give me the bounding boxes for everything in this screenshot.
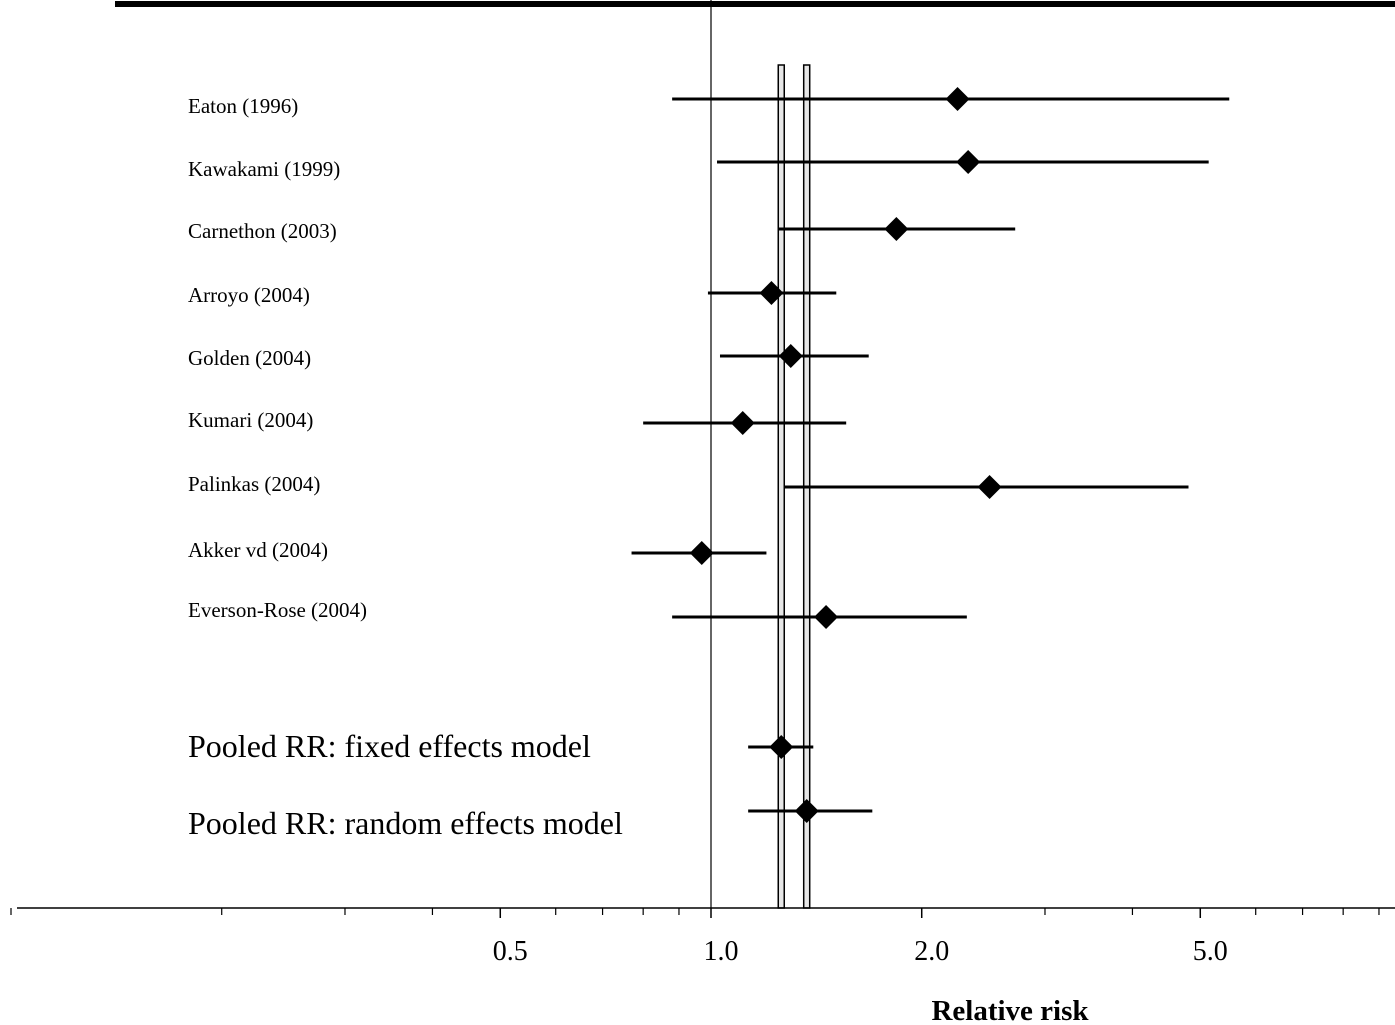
study-label: Eaton (1996) [188, 94, 298, 118]
study-label: Akker vd (2004) [188, 538, 328, 562]
study-row: Kumari (2004) [188, 408, 847, 435]
point-estimate-marker [945, 87, 970, 111]
point-estimate-marker [814, 605, 839, 629]
point-estimate-marker [689, 541, 714, 565]
study-row: Eaton (1996) [188, 87, 1230, 118]
study-row: Arroyo (2004) [188, 281, 837, 307]
point-estimate-marker [730, 411, 755, 435]
pooled-label: Pooled RR: fixed effects model [188, 728, 591, 764]
study-row: Golden (2004) [188, 344, 869, 370]
study-label: Palinkas (2004) [188, 472, 320, 496]
study-label: Everson-Rose (2004) [188, 598, 367, 622]
study-row: Carnethon (2003) [188, 217, 1016, 243]
study-row: Akker vd (2004) [188, 538, 767, 565]
point-estimate-marker [778, 344, 803, 368]
point-estimate-marker [977, 475, 1002, 499]
x-tick-label: 0.5 [493, 936, 528, 967]
x-tick-label: 5.0 [1193, 936, 1228, 967]
pooled-row: Pooled RR: fixed effects model [188, 728, 814, 764]
study-row: Palinkas (2004) [188, 472, 1189, 499]
point-estimate-marker [956, 150, 981, 174]
study-label: Kawakami (1999) [188, 157, 340, 181]
point-estimate-marker [884, 217, 909, 241]
pooled-band-fixed [777, 64, 786, 909]
study-label: Carnethon (2003) [188, 219, 337, 243]
study-row: Everson-Rose (2004) [188, 598, 967, 629]
pooled-estimate-marker [794, 799, 819, 823]
x-axis-title: Relative risk [931, 995, 1089, 1025]
pooled-row: Pooled RR: random effects model [188, 799, 873, 841]
study-label: Kumari (2004) [188, 408, 313, 432]
pooled-estimate-marker [769, 735, 794, 759]
study-label: Golden (2004) [188, 346, 311, 370]
study-row: Kawakami (1999) [188, 150, 1209, 181]
pooled-label: Pooled RR: random effects model [188, 805, 623, 841]
x-tick-label: 2.0 [914, 936, 949, 967]
x-tick-label: 1.0 [704, 936, 739, 967]
point-estimate-marker [759, 281, 784, 305]
study-label: Arroyo (2004) [188, 283, 310, 307]
